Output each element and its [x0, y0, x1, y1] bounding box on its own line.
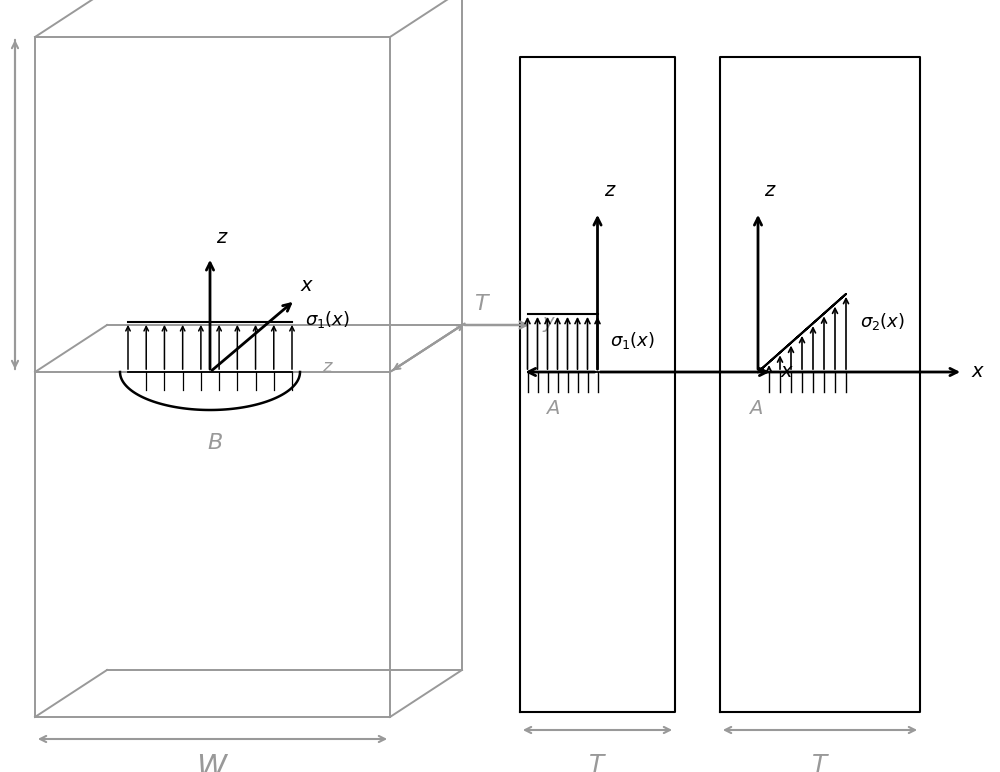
Text: $z$: $z$ — [604, 182, 616, 200]
Text: $x$: $x$ — [780, 363, 795, 381]
Text: $x$: $x$ — [300, 277, 314, 295]
Text: $\sigma_2(x)$: $\sigma_2(x)$ — [860, 311, 905, 332]
Text: $z$: $z$ — [764, 182, 777, 200]
Text: $z$: $z$ — [216, 229, 229, 247]
Text: $T$: $T$ — [811, 754, 829, 772]
Text: $A$: $A$ — [545, 400, 560, 418]
Text: $x$: $x$ — [971, 363, 985, 381]
Text: $T$: $T$ — [588, 754, 607, 772]
Text: $A$: $A$ — [748, 400, 764, 418]
Text: $W$: $W$ — [196, 751, 229, 772]
Text: $\sigma_1(x)$: $\sigma_1(x)$ — [610, 330, 655, 350]
Text: $T$: $T$ — [474, 293, 491, 315]
Text: $\sigma_1(x)$: $\sigma_1(x)$ — [305, 310, 350, 330]
Text: $z$: $z$ — [322, 358, 334, 376]
Text: $y$: $y$ — [542, 316, 556, 334]
Text: $B$: $B$ — [207, 432, 223, 454]
